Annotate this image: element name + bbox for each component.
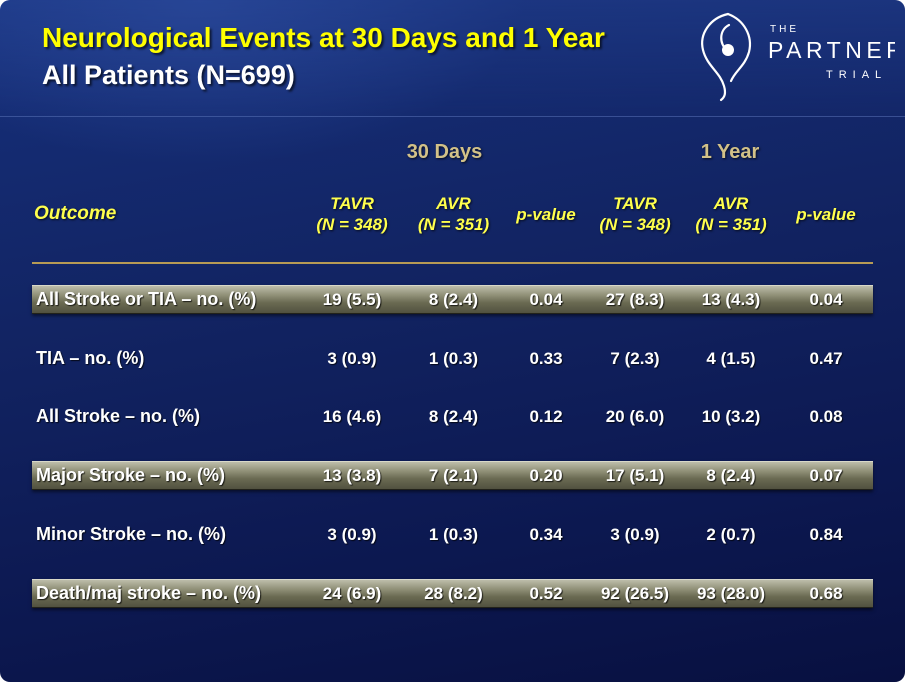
cell-value: 13 (4.3): [701, 290, 761, 309]
slide-subtitle: All Patients (N=699): [42, 60, 295, 90]
heart-ball-icon: [722, 44, 734, 56]
row-label: Minor Stroke – no. (%): [36, 524, 227, 544]
partner-trial-logo: THE PARTNER TRIAL: [690, 8, 903, 104]
cell-value: 93 (28.0): [696, 584, 766, 603]
cell-value: 28 (8.2): [424, 584, 483, 603]
cell-value: 0.33: [529, 349, 563, 368]
cell-value: 7 (2.1): [428, 466, 479, 485]
column-header-pvalue-30d: p-value: [516, 204, 576, 224]
cell-value: 0.52: [529, 584, 563, 603]
cell-value: 0.47: [809, 349, 843, 368]
title-band: [0, 0, 905, 117]
cell-value: 4 (1.5): [706, 349, 756, 368]
cell-value: 0.84: [809, 525, 843, 544]
cell-value: 0.12: [529, 407, 563, 426]
cell-value: 0.04: [809, 290, 843, 309]
cell-value: 3 (0.9): [327, 525, 377, 544]
column-header-tavr-30d: TAVR (N = 348): [316, 194, 388, 234]
row-label: All Stroke – no. (%): [36, 406, 201, 426]
cell-value: 24 (6.9): [322, 584, 382, 603]
cell-value: 0.08: [809, 407, 843, 426]
logo-the-text: THE: [770, 24, 799, 35]
cell-value: 19 (5.5): [322, 290, 382, 309]
results-table: 30 Days 1 Year Outcome TAVR (N = 348) AV…: [32, 132, 873, 639]
cell-value: 3 (0.9): [327, 349, 377, 368]
row-label: Death/maj stroke – no. (%): [36, 583, 262, 603]
cell-value: 0.04: [529, 290, 563, 309]
cell-value: 16 (4.6): [322, 407, 382, 426]
heart-swirl-icon: THE PARTNER TRIAL: [701, 12, 903, 102]
row-label: All Stroke or TIA – no. (%): [36, 289, 257, 309]
logo-name-text: PARTNER: [768, 37, 895, 63]
cell-value: 20 (6.0): [605, 407, 665, 426]
table-row-death-maj-stroke: Death/maj stroke – no. (%) 24 (6.9) 28 (…: [32, 579, 873, 608]
cell-value: 3 (0.9): [610, 525, 660, 544]
cell-value: 27 (8.3): [605, 290, 665, 309]
header-divider-rule: [32, 262, 873, 264]
cell-value: 0.20: [529, 466, 563, 485]
cell-value: 0.68: [809, 584, 843, 603]
table-body: All Stroke or TIA – no. (%) 19 (5.5) 8 (…: [32, 285, 873, 608]
table-row-all-stroke-or-tia: All Stroke or TIA – no. (%) 19 (5.5) 8 (…: [32, 285, 873, 314]
row-label: Major Stroke – no. (%): [36, 465, 226, 485]
cell-value: 1 (0.3): [428, 349, 479, 368]
cell-value: 8 (2.4): [428, 290, 479, 309]
outcome-column-header: Outcome: [34, 203, 117, 224]
cell-value: 0.07: [809, 466, 843, 485]
cell-value: 2 (0.7): [706, 525, 756, 544]
logo-trial-text: TRIAL: [826, 69, 887, 81]
column-header-row: Outcome TAVR (N = 348) AVR (N = 351) p-v…: [32, 178, 873, 250]
group-header-30-days: 30 Days: [406, 140, 483, 163]
cell-value: 92 (26.5): [600, 584, 670, 603]
table-row-all-stroke: All Stroke – no. (%) 16 (4.6) 8 (2.4) 0.…: [32, 403, 873, 430]
column-header-avr-1y: AVR (N = 351): [695, 194, 767, 234]
cell-value: 13 (3.8): [322, 466, 382, 485]
group-header-1-year: 1 Year: [700, 140, 760, 163]
table-row-minor-stroke: Minor Stroke – no. (%) 3 (0.9) 1 (0.3) 0…: [32, 521, 873, 548]
cell-value: 0.34: [529, 525, 563, 544]
cell-value: 10 (3.2): [701, 407, 761, 426]
cell-value: 8 (2.4): [428, 407, 479, 426]
column-header-avr-30d: AVR (N = 351): [417, 194, 490, 234]
cell-value: 8 (2.4): [706, 466, 756, 485]
group-header-row: 30 Days 1 Year: [32, 132, 873, 172]
row-label: TIA – no. (%): [36, 348, 145, 368]
cell-value: 1 (0.3): [428, 525, 479, 544]
table-row-tia: TIA – no. (%) 3 (0.9) 1 (0.3) 0.33 7 (2.…: [32, 345, 873, 372]
column-header-tavr-1y: TAVR (N = 348): [599, 194, 671, 234]
column-header-pvalue-1y: p-value: [796, 204, 856, 224]
cell-value: 17 (5.1): [605, 466, 665, 485]
cell-value: 7 (2.3): [610, 349, 660, 368]
slide-title: Neurological Events at 30 Days and 1 Yea…: [42, 22, 605, 53]
table-row-major-stroke: Major Stroke – no. (%) 13 (3.8) 7 (2.1) …: [32, 461, 873, 490]
